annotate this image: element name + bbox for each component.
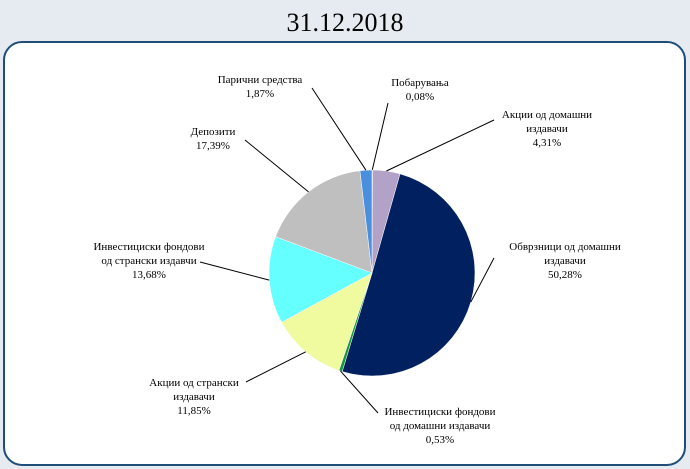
label-name: Инвестициски фондови од домашни издавачи bbox=[384, 406, 496, 432]
label-value: 0,08% bbox=[405, 91, 435, 103]
label-value: 4,31% bbox=[532, 137, 562, 149]
leader-line bbox=[245, 351, 306, 383]
label-value: 1,87% bbox=[245, 88, 275, 100]
label-value: 0,53% bbox=[425, 434, 455, 446]
label-value: 50,28% bbox=[548, 269, 582, 281]
leader-line bbox=[371, 102, 389, 171]
leader-line bbox=[340, 370, 379, 414]
label-name: Парични средства bbox=[217, 74, 303, 86]
leader-line bbox=[199, 261, 270, 281]
label-name: Побарувања bbox=[391, 77, 449, 89]
chart-title: 31.12.2018 bbox=[286, 8, 404, 37]
slice-label: Акции од домашни издавачи 4,31% bbox=[502, 108, 592, 150]
label-value: 11,85% bbox=[177, 405, 211, 417]
label-name: Акции од домашни издавачи bbox=[501, 109, 593, 135]
slice-label: Инвестициски фондови од странски издавчи… bbox=[93, 240, 204, 282]
slice-label: Депозити 17,39% bbox=[191, 125, 236, 153]
label-value: 17,39% bbox=[196, 140, 230, 152]
pie-slice bbox=[268, 236, 373, 323]
label-name: Обврзници од домашни издавачи bbox=[509, 241, 621, 267]
leader-line bbox=[311, 87, 367, 171]
slice-label: Обврзници од домашни издавачи 50,28% bbox=[509, 240, 620, 282]
label-name: Депозити bbox=[190, 126, 236, 138]
leader-line bbox=[470, 257, 495, 303]
pie-slice bbox=[341, 173, 476, 377]
label-name: Инвестициски фондови од странски издавчи bbox=[93, 241, 205, 267]
leader-line bbox=[386, 119, 495, 172]
pie-slice bbox=[359, 169, 373, 274]
slice-label: Акции од странски издавачи 11,85% bbox=[149, 376, 238, 418]
leader-line bbox=[244, 139, 309, 193]
slice-label: Побарувања 0,08% bbox=[391, 76, 449, 104]
label-value: 13,68% bbox=[132, 269, 166, 281]
label-name: Акции од странски издавачи bbox=[149, 377, 239, 403]
slice-label: Парични средства 1,87% bbox=[218, 73, 303, 101]
slice-label: Инвестициски фондови од домашни издавачи… bbox=[384, 405, 495, 447]
